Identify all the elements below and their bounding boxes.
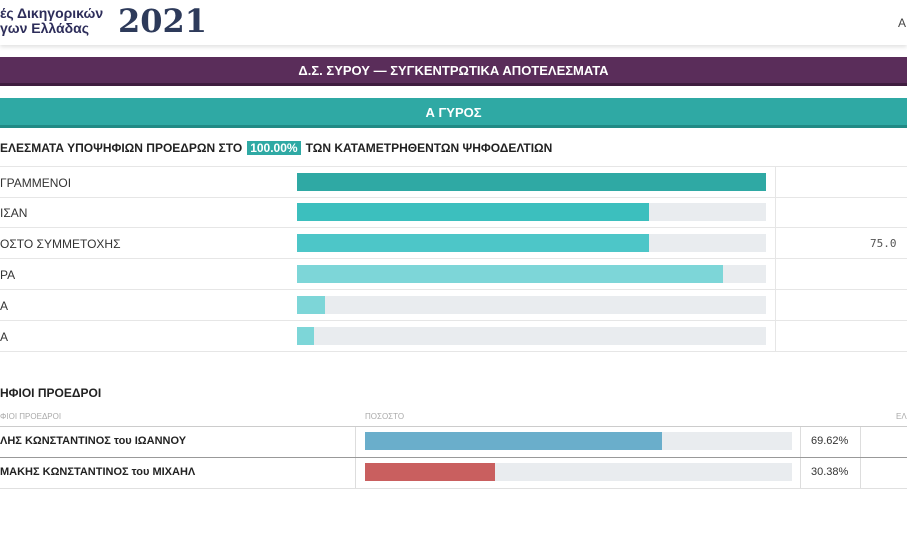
stat-label: Α [0, 330, 9, 344]
summary-text: ΤΩΝ ΚΑΤΑΜΕΤΡΗΘΕΝΤΩΝ ΨΗΦΟΔΕΛΤΙΩΝ [305, 141, 553, 155]
stat-label: ΙΣΑΝ [0, 206, 28, 220]
divider [775, 321, 776, 351]
stat-value: 75.0 [870, 237, 897, 250]
candidate-row: ΛΗΣ ΚΩΝΣΤΑΝΤΙΝΟΣ του ΙΩΑΝΝΟΥ 69.62% [0, 427, 907, 458]
brand-line: γων Ελλάδας [0, 20, 90, 36]
bar [365, 463, 495, 481]
section-title: ΗΦΙΟΙ ΠΡΟΕΔΡΟΙ [0, 386, 102, 400]
stat-row: Α [0, 321, 907, 352]
stat-row: ΟΣΤΟ ΣΥΜΜΕΤΟΧΗΣ 75.0 [0, 228, 907, 259]
summary: ΕΛΕΣΜΑΤΑ ΥΠΟΨΗΦΙΩΝ ΠΡΟΕΔΡΩΝ ΣΤΟ 100.00% ΤΩ… [0, 140, 552, 157]
bar [297, 234, 649, 252]
divider [355, 427, 356, 457]
year: 2021 [118, 2, 208, 40]
table-header: ΦΙΟΙ ΠΡΟΕΔΡΟΙ ΠΟΣΟΣΤΟ ΕΛ [0, 409, 907, 427]
bar-track [297, 296, 766, 314]
divider [860, 458, 861, 488]
divider [800, 458, 801, 488]
column-header: ΦΙΟΙ ΠΡΟΕΔΡΟΙ [0, 412, 62, 421]
stat-row: ΡΑ [0, 259, 907, 290]
divider [800, 427, 801, 457]
bar [297, 265, 723, 283]
bar [297, 173, 766, 191]
stat-label: ΓΡΑΜΜΕΝΟΙ [0, 176, 72, 190]
stat-label: ΟΣΤΟ ΣΥΜΜΕΤΟΧΗΣ [0, 237, 121, 251]
brand: ές Δικηγορικών γων Ελλάδας [0, 6, 103, 36]
candidate-percent: 30.38% [811, 466, 849, 478]
bar [297, 296, 326, 314]
brand-line: ές Δικηγορικών [0, 5, 104, 21]
candidate-name: ΛΗΣ ΚΩΝΣΤΑΝΤΙΝΟΣ του ΙΩΑΝΝΟΥ [0, 435, 187, 447]
summary-text: ΕΛΕΣΜΑΤΑ ΥΠΟΨΗΦΙΩΝ ΠΡΟΕΔΡΩΝ ΣΤΟ [0, 141, 243, 155]
bar-track [297, 234, 766, 252]
bar-track [365, 463, 792, 481]
bar-track [365, 432, 792, 450]
column-header: ΠΟΣΟΣΤΟ [365, 412, 405, 421]
top-header: ές Δικηγορικών γων Ελλάδας 2021 Α [0, 0, 907, 45]
stat-label: Α [0, 299, 9, 313]
candidate-percent: 69.62% [811, 435, 849, 447]
divider [355, 458, 356, 488]
divider [860, 427, 861, 457]
bar [365, 432, 663, 450]
bar-track [297, 203, 766, 221]
banner: Δ.Σ. ΣΥΡΟΥ — ΣΥΓΚΕΝΤΡΩΤΙΚΑ ΑΠΟΤΕΛΕΣΜΑΤΑ [0, 57, 907, 86]
header-link[interactable]: Α [898, 16, 907, 30]
bar [297, 203, 649, 221]
column-header: ΕΛ [896, 412, 907, 421]
stat-label: ΡΑ [0, 268, 16, 282]
summary-percent: 100.00% [247, 141, 301, 155]
divider [775, 228, 776, 258]
divider [775, 259, 776, 289]
bar-track [297, 265, 766, 283]
candidate-row: ΜΑΚΗΣ ΚΩΝΣΤΑΝΤΙΝΟΣ του ΜΙΧΑΗΛ 30.38% [0, 458, 907, 489]
bar-track [297, 327, 766, 345]
bar [297, 327, 314, 345]
stat-row: ΓΡΑΜΜΕΝΟΙ [0, 166, 907, 198]
divider [775, 197, 776, 227]
round-bar: Α ΓΥΡΟΣ [0, 98, 907, 128]
divider [775, 167, 776, 197]
divider [775, 290, 776, 320]
stat-row: Α [0, 290, 907, 321]
stat-row: ΙΣΑΝ [0, 197, 907, 228]
candidate-name: ΜΑΚΗΣ ΚΩΝΣΤΑΝΤΙΝΟΣ του ΜΙΧΑΗΛ [0, 466, 196, 478]
bar-track [297, 173, 766, 191]
